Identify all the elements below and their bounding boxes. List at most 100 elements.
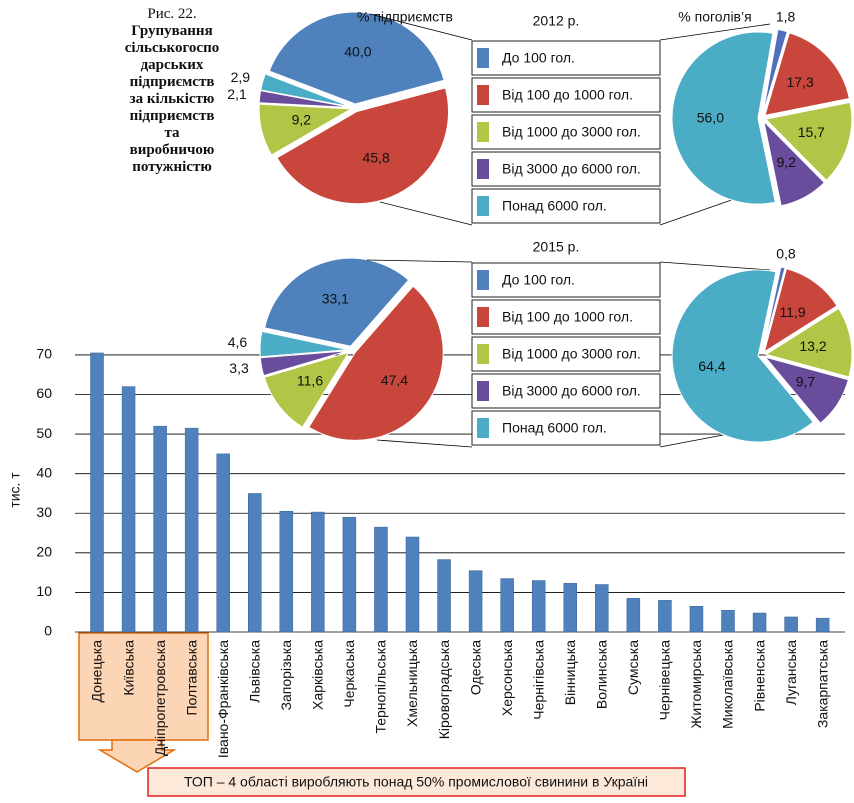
pie-slice bbox=[268, 11, 445, 105]
connector bbox=[376, 439, 473, 448]
pie-slice bbox=[260, 73, 352, 108]
y-tick-label: 20 bbox=[36, 544, 52, 560]
bar bbox=[689, 606, 704, 633]
legend-label: Від 100 до 1000 гол. bbox=[502, 309, 633, 325]
bar bbox=[468, 570, 483, 633]
x-tick-label: Харківська bbox=[310, 640, 326, 710]
pie-slice bbox=[762, 266, 786, 352]
legend-label: До 100 гол. bbox=[502, 50, 575, 66]
legend-row bbox=[471, 188, 661, 224]
x-tick-label: Чернівецька bbox=[657, 640, 673, 721]
y-tick-label: 70 bbox=[36, 346, 52, 362]
legend-row bbox=[471, 114, 661, 150]
highlight-box bbox=[78, 632, 209, 741]
legend-label: Від 100 до 1000 гол. bbox=[502, 87, 633, 103]
legend-swatch bbox=[477, 159, 489, 179]
x-tick-label: Полтавська bbox=[183, 640, 199, 716]
legend-row bbox=[471, 336, 661, 372]
bar bbox=[374, 526, 388, 633]
y-tick-label: 40 bbox=[36, 464, 52, 480]
data-label: 47,4 bbox=[381, 372, 408, 388]
x-tick-label: Кіровоградська bbox=[436, 640, 452, 739]
legend-swatch bbox=[477, 196, 489, 216]
legend-swatch bbox=[477, 48, 489, 68]
legend-row bbox=[471, 299, 661, 335]
bar bbox=[531, 580, 546, 633]
data-label: 2,1 bbox=[227, 86, 247, 102]
legend-swatch bbox=[477, 85, 489, 105]
pie-slice bbox=[258, 103, 353, 156]
x-tick-label: Тернопільська bbox=[373, 640, 389, 734]
pie-label: % поголів’я bbox=[678, 9, 751, 25]
pie-slice bbox=[276, 87, 450, 205]
data-label: 13,2 bbox=[799, 338, 826, 354]
bar bbox=[216, 453, 230, 633]
data-label: 4,6 bbox=[228, 334, 248, 350]
legend-row bbox=[471, 151, 661, 187]
bar bbox=[405, 536, 420, 633]
pie-title: 2012 р. bbox=[533, 13, 580, 29]
pie-slice bbox=[671, 31, 776, 205]
x-tick-label: Луганська bbox=[783, 640, 799, 705]
bar bbox=[626, 598, 641, 633]
bar bbox=[815, 617, 830, 633]
x-tick-label: Львівська bbox=[246, 640, 262, 703]
legend-swatch bbox=[477, 418, 489, 438]
x-tick-label: Одеська bbox=[467, 640, 483, 695]
data-label: 33,1 bbox=[322, 291, 349, 307]
x-tick-label: Волинська bbox=[594, 640, 610, 709]
bar bbox=[595, 584, 609, 633]
y-tick-label: 10 bbox=[36, 583, 52, 599]
legend-swatch bbox=[477, 381, 489, 401]
pie-slice bbox=[258, 90, 352, 109]
legend-row bbox=[471, 373, 661, 409]
x-tick-label: Черкаська bbox=[341, 640, 357, 708]
legend-row bbox=[471, 410, 661, 446]
data-label: 64,4 bbox=[698, 358, 725, 374]
data-label: 9,2 bbox=[292, 112, 312, 128]
pie-slice bbox=[259, 330, 349, 358]
pie-slice bbox=[763, 119, 826, 207]
x-tick-label: Чернігівська bbox=[530, 640, 546, 720]
legend-row bbox=[471, 40, 661, 76]
legend-label: Від 3000 до 6000 гол. bbox=[502, 161, 641, 177]
data-label: 9,2 bbox=[777, 154, 797, 170]
connector bbox=[659, 261, 771, 271]
pie-title: 2015 р. bbox=[533, 239, 580, 255]
figure-label: Рис. 22. bbox=[147, 6, 197, 22]
data-label: 11,6 bbox=[297, 373, 323, 389]
legend-label: До 100 гол. bbox=[502, 272, 575, 288]
pie-slice bbox=[308, 285, 444, 441]
x-tick-label: Хмельницька bbox=[404, 640, 420, 727]
legend-swatch bbox=[477, 122, 489, 142]
bar bbox=[342, 516, 357, 633]
bar bbox=[153, 425, 167, 633]
data-label: 56,0 bbox=[697, 109, 724, 125]
x-tick-label: Київська bbox=[120, 640, 136, 696]
connector bbox=[369, 13, 473, 41]
data-label: 9,7 bbox=[796, 374, 816, 390]
y-tick-label: 0 bbox=[44, 623, 52, 639]
legend-label: Від 1000 до 3000 гол. bbox=[502, 124, 641, 140]
x-tick-label: Сумська bbox=[625, 640, 641, 695]
pie-slice bbox=[764, 32, 850, 116]
bar bbox=[752, 612, 767, 633]
bar bbox=[248, 493, 262, 633]
y-axis-label: тис. т bbox=[7, 472, 23, 508]
x-tick-label: Вінницька bbox=[562, 640, 578, 705]
data-label: 3,3 bbox=[229, 360, 249, 376]
pie-slice bbox=[263, 351, 350, 428]
legend-swatch bbox=[477, 270, 489, 290]
bar bbox=[279, 511, 294, 633]
pie-slice bbox=[671, 269, 814, 443]
bar bbox=[721, 609, 735, 633]
data-label: 45,8 bbox=[363, 150, 390, 166]
figure-title: Групування сільськогосподарських підприє… bbox=[124, 23, 220, 175]
callout-arrow bbox=[97, 739, 177, 773]
pie-label: % підприємств bbox=[357, 9, 453, 25]
y-tick-label: 30 bbox=[36, 504, 52, 520]
bar bbox=[184, 427, 199, 633]
legend-label: Понад 6000 гол. bbox=[502, 198, 607, 214]
